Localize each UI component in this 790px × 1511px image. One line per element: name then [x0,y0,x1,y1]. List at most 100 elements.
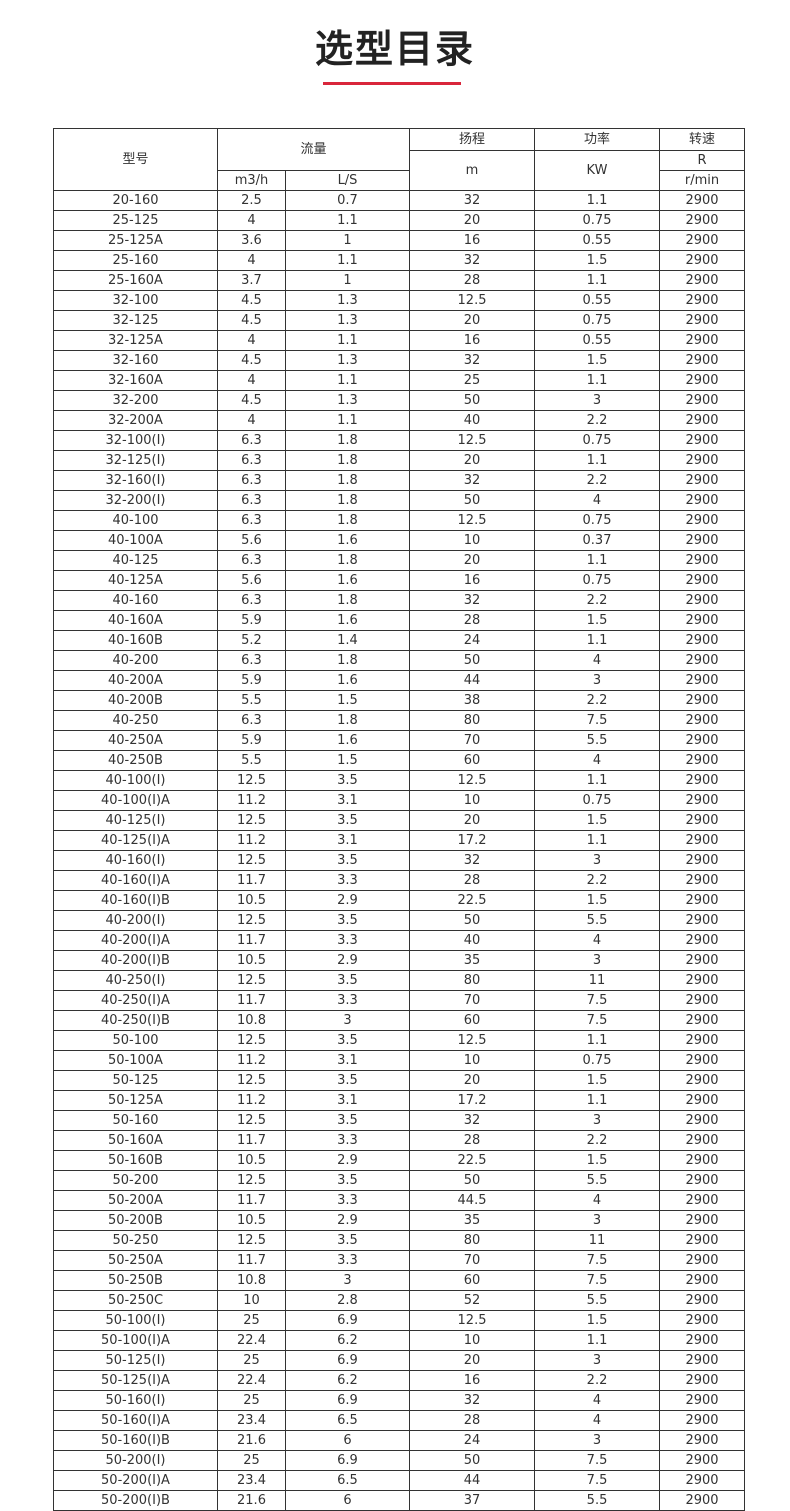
data-cell: 80 [409,710,536,731]
data-cell: 25 [409,370,536,391]
data-row: 40-160B 5.2 1.4 24 1.1 2900 [53,630,746,651]
data-cell: 2900 [659,1370,746,1391]
data-cell: 2.9 [284,950,411,971]
data-cell: 2900 [659,850,746,871]
data-cell: 10 [217,1290,286,1311]
data-cell: 1.6 [284,730,411,751]
data-cell: 1.1 [284,330,411,351]
data-cell: 6.9 [284,1350,411,1371]
data-cell: 6.9 [284,1450,411,1471]
data-cell: 1.1 [534,770,661,791]
data-cell: 11.2 [217,1050,286,1071]
data-cell: 2900 [659,470,746,491]
data-cell: 6 [284,1430,411,1451]
data-cell: 4.5 [217,290,286,311]
data-cell: 6.3 [217,590,286,611]
data-cell: 50-200B [53,1210,218,1231]
data-cell: 2900 [659,630,746,651]
data-cell: 1.6 [284,670,411,691]
data-cell: 2900 [659,1210,746,1231]
data-cell: 3.5 [284,810,411,831]
data-cell: 7.5 [534,990,661,1011]
data-cell: 40 [409,930,536,951]
data-row: 50-200(I)B 21.6 6 37 5.5 2900 [53,1490,746,1511]
data-row: 50-160(I)B 21.6 6 24 3 2900 [53,1430,746,1451]
data-cell: 40-250(I)B [53,1010,218,1031]
data-cell: 40-250(I)A [53,990,218,1011]
data-row: 50-250A 11.7 3.3 70 7.5 2900 [53,1250,746,1271]
data-row: 25-160A 3.7 1 28 1.1 2900 [53,270,746,291]
data-cell: 0.55 [534,330,661,351]
data-cell: 20-160 [53,190,218,211]
data-row: 32-100(I) 6.3 1.8 12.5 0.75 2900 [53,430,746,451]
data-cell: 2900 [659,810,746,831]
data-cell: 4 [217,370,286,391]
data-cell: 0.37 [534,530,661,551]
data-row: 50-100(I) 25 6.9 12.5 1.5 2900 [53,1310,746,1331]
data-cell: 3.5 [284,1110,411,1131]
data-cell: 40-125 [53,550,218,571]
data-cell: 5.6 [217,530,286,551]
data-cell: 32 [409,350,536,371]
data-cell: 1.8 [284,590,411,611]
data-cell: 5.9 [217,670,286,691]
data-cell: 4 [534,1410,661,1431]
data-cell: 11.7 [217,990,286,1011]
data-cell: 1 [284,270,411,291]
data-cell: 1.1 [534,190,661,211]
data-cell: 6.5 [284,1410,411,1431]
data-cell: 1.5 [534,1070,661,1091]
data-cell: 1.5 [284,750,411,771]
data-cell: 4 [217,330,286,351]
data-cell: 50-250A [53,1250,218,1271]
data-cell: 2.2 [534,1370,661,1391]
data-cell: 40-200(I)A [53,930,218,951]
data-cell: 20 [409,450,536,471]
data-cell: 11.7 [217,1130,286,1151]
data-cell: 50-100 [53,1030,218,1051]
data-cell: 40-160B [53,630,218,651]
data-cell: 12.5 [217,1170,286,1191]
data-cell: 1.6 [284,570,411,591]
data-cell: 1.5 [534,610,661,631]
data-row: 50-160 12.5 3.5 32 3 2900 [53,1110,746,1131]
data-cell: 4 [534,930,661,951]
data-cell: 5.5 [534,1490,661,1511]
data-cell: 2900 [659,650,746,671]
data-cell: 40-125(I) [53,810,218,831]
data-row: 50-100(I)A 22.4 6.2 10 1.1 2900 [53,1330,746,1351]
data-cell: 5.5 [534,730,661,751]
data-cell: 12.5 [217,970,286,991]
data-cell: 12.5 [409,430,536,451]
data-cell: 16 [409,330,536,351]
data-cell: 6.9 [284,1310,411,1331]
data-cell: 50 [409,1170,536,1191]
data-cell: 7.5 [534,1470,661,1491]
data-cell: 50-250C [53,1290,218,1311]
data-cell: 2900 [659,830,746,851]
header-cell: 扬程 [409,128,536,151]
data-cell: 6.2 [284,1330,411,1351]
data-cell: 2.2 [534,590,661,611]
data-cell: 2900 [659,1230,746,1251]
data-cell: 7.5 [534,710,661,731]
header-cell: m [409,150,536,191]
data-cell: 1.8 [284,490,411,511]
data-cell: 2900 [659,950,746,971]
data-cell: 3.1 [284,790,411,811]
data-row: 40-200(I) 12.5 3.5 50 5.5 2900 [53,910,746,931]
data-row: 40-160(I) 12.5 3.5 32 3 2900 [53,850,746,871]
data-cell: 6.9 [284,1390,411,1411]
data-cell: 3.5 [284,910,411,931]
data-cell: 32 [409,1390,536,1411]
header-cell: 流量 [216,128,411,171]
data-row: 32-200 4.5 1.3 50 3 2900 [53,390,746,411]
data-cell: 12.5 [217,770,286,791]
data-cell: 2900 [659,1150,746,1171]
data-cell: 3.1 [284,1050,411,1071]
data-cell: 5.5 [217,690,286,711]
data-cell: 2.2 [534,410,661,431]
data-cell: 2.9 [284,890,411,911]
data-cell: 2900 [659,1170,746,1191]
data-row: 50-250C 10 2.8 52 5.5 2900 [53,1290,746,1311]
